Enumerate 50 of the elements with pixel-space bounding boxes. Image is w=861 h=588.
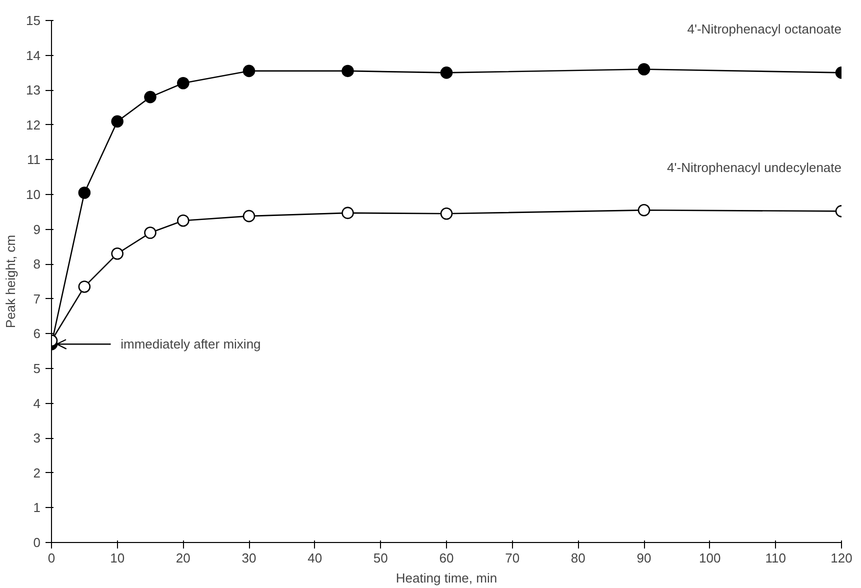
point — [78, 280, 91, 293]
point — [177, 77, 190, 90]
point — [111, 248, 124, 260]
point — [111, 115, 124, 128]
x-tick-label: 110 — [765, 550, 786, 566]
y-tick-label: 1 — [33, 500, 41, 516]
y-tick-label: 3 — [33, 430, 41, 446]
x-tick-label: 30 — [242, 550, 256, 566]
y-tick-label: 7 — [33, 291, 41, 306]
text: 4'-Nitrophenacyl undecylenate — [667, 160, 842, 176]
y-tick-label: 2 — [33, 465, 41, 480]
x-axis-title: Heating time, min — [396, 570, 498, 586]
x-tick-label: 80 — [570, 550, 586, 566]
point — [242, 210, 256, 222]
point — [242, 64, 256, 78]
x-tick-label: 60 — [439, 550, 454, 566]
y-tick-label: 4 — [33, 396, 41, 411]
y-axis-title: Peak height, cm — [3, 234, 18, 328]
y-tick-label: 6 — [33, 326, 41, 342]
y-tick-label: 8 — [33, 256, 41, 272]
x-tick-label: 0 — [48, 550, 56, 566]
y-tick-label: 14 — [26, 48, 41, 63]
point — [440, 66, 453, 79]
point — [342, 64, 354, 78]
y-tick-label: 0 — [33, 535, 41, 550]
y-tick-label: 15 — [26, 13, 41, 28]
point — [342, 206, 354, 220]
x-tick-label: 50 — [373, 550, 388, 566]
point — [144, 226, 156, 239]
y-tick-label: 11 — [27, 152, 41, 168]
point — [638, 63, 650, 76]
point — [78, 186, 91, 199]
x-tick-label: 10 — [110, 550, 125, 566]
point — [177, 214, 190, 227]
x-tick-label: 120 — [830, 550, 852, 566]
x-tick-label: 90 — [636, 550, 652, 566]
annotation: immediately after mixing — [120, 336, 261, 352]
point — [638, 204, 650, 216]
x-tick-label: 20 — [176, 550, 190, 566]
y-tick-label: 12 — [26, 117, 41, 132]
x-tick-label: 70 — [505, 550, 520, 566]
x-tick-label: 100 — [698, 550, 721, 566]
x-tick-label: 40 — [308, 550, 322, 566]
y-tick-label: 9 — [33, 222, 41, 237]
y-tick-label: 13 — [26, 82, 41, 98]
text: 4'-Nitrophenacyl octanoate — [687, 22, 842, 37]
point — [144, 90, 156, 104]
y-tick-label: 10 — [26, 187, 41, 202]
point — [440, 208, 453, 220]
y-tick-label: 5 — [33, 361, 41, 376]
